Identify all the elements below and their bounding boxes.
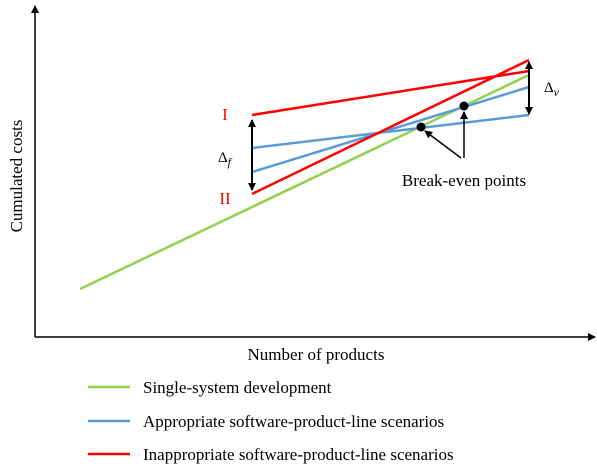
x-axis-label: Number of products xyxy=(248,345,385,364)
legend-item-single-system: Single-system development xyxy=(88,378,332,397)
delta-variable-label: Δv xyxy=(544,80,560,99)
break-even-point-2 xyxy=(459,101,469,111)
appropriate-line-upper xyxy=(251,113,530,150)
break-even-label: Break-even points xyxy=(402,171,526,190)
scenario-label-upper: I xyxy=(222,105,228,124)
legend-label-inappropriate: Inappropriate software-product-line scen… xyxy=(143,445,454,464)
legend-item-inappropriate: Inappropriate software-product-line scen… xyxy=(88,445,454,464)
legend-label-appropriate: Appropriate software-product-line scenar… xyxy=(143,412,444,431)
inappropriate-line-upper xyxy=(251,69,530,117)
legend-label-single-system: Single-system development xyxy=(143,378,332,397)
y-axis-label: Cumulated costs xyxy=(7,120,26,233)
inappropriate-line-lower xyxy=(251,58,530,196)
legend: Single-system development Appropriate so… xyxy=(88,378,454,464)
axes xyxy=(31,5,596,341)
break-even-point-1 xyxy=(416,122,426,132)
delta-fixed-label: Δf xyxy=(218,150,233,169)
legend-item-appropriate: Appropriate software-product-line scenar… xyxy=(88,412,444,431)
scenario-label-lower: II xyxy=(219,189,231,208)
appropriate-line-lower xyxy=(251,85,530,174)
break-even-pointer-1 xyxy=(424,130,462,159)
